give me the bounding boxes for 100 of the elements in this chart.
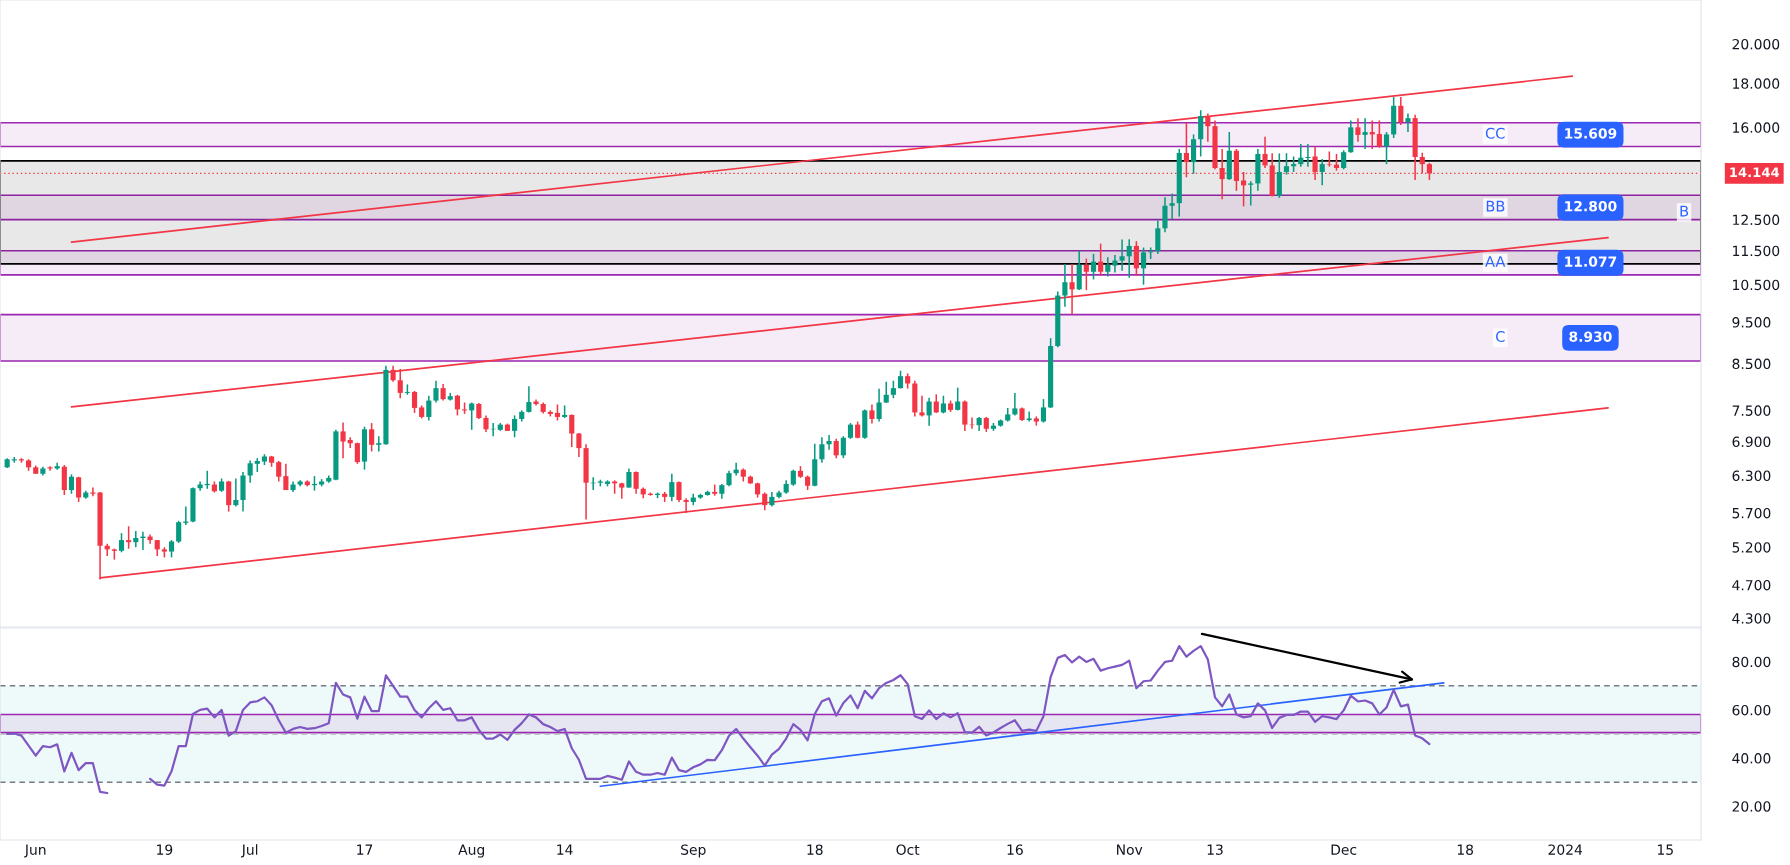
- candlestick: [433, 379, 439, 404]
- candlestick: [1083, 257, 1089, 291]
- candlestick: [1012, 392, 1018, 417]
- candlestick: [233, 477, 239, 508]
- y-tick-label: 60.00: [1732, 704, 1771, 716]
- candlestick: [1319, 158, 1325, 187]
- candlestick: [833, 438, 839, 459]
- x-tick-label: 17: [357, 844, 373, 855]
- y-tick-label: 4.700: [1732, 579, 1771, 591]
- y-tick-label: 5.200: [1732, 542, 1771, 553]
- candlestick: [61, 464, 67, 496]
- annotation: 15.609: [1565, 128, 1617, 139]
- y-tick-label: 40.00: [1732, 753, 1771, 764]
- candlestick: [454, 394, 460, 417]
- candlestick: [576, 432, 582, 458]
- candlestick: [426, 394, 432, 422]
- candlestick: [669, 472, 675, 503]
- candlestick: [469, 401, 475, 431]
- candlestick: [118, 532, 125, 554]
- candlestick: [1341, 149, 1347, 171]
- candlestick: [1205, 112, 1211, 143]
- candlestick: [1262, 136, 1268, 169]
- candlestick: [126, 525, 132, 550]
- y-tick-label: 4.300: [1732, 613, 1771, 624]
- candlestick: [1276, 152, 1282, 199]
- candlestick: [1098, 242, 1104, 277]
- candlestick: [1190, 133, 1197, 175]
- y-tick-label: 20.00: [1732, 801, 1771, 812]
- x-tick-label: 14: [557, 844, 573, 855]
- candlestick: [76, 475, 82, 503]
- annotation: 12.800: [1565, 200, 1617, 212]
- x-tick-label: Aug: [458, 844, 484, 858]
- y-tick-label: 9.500: [1732, 317, 1771, 328]
- band-label: C: [1496, 331, 1505, 343]
- candlestick: [1298, 143, 1304, 168]
- candlestick: [1383, 131, 1390, 165]
- y-tick-label: 5.700: [1732, 507, 1771, 519]
- band-label: B: [1680, 205, 1689, 217]
- candlestick: [1126, 238, 1132, 279]
- candlestick: [226, 480, 232, 513]
- candlestick: [919, 394, 925, 418]
- candlestick: [1405, 112, 1411, 133]
- annotation: 11.077: [1565, 256, 1617, 267]
- y-tick-label: 6.900: [1732, 436, 1771, 448]
- y-tick-label: 80.00: [1732, 656, 1771, 668]
- candlestick: [1069, 263, 1075, 316]
- candlestick: [1040, 398, 1047, 424]
- candlestick: [376, 435, 382, 453]
- candlestick: [633, 470, 639, 495]
- y-tick-label: 7.500: [1732, 405, 1771, 416]
- band-label: BB: [1486, 200, 1505, 212]
- candlestick: [526, 385, 532, 414]
- x-tick-label: 18: [1457, 844, 1474, 855]
- candlestick: [340, 421, 346, 459]
- candlestick: [1026, 410, 1032, 423]
- y-tick-label: 8.500: [1732, 358, 1771, 370]
- candlestick: [1162, 196, 1168, 234]
- candlestick: [840, 435, 846, 459]
- x-tick-label: 18: [807, 844, 823, 855]
- y-tick-label: 16.000: [1733, 122, 1780, 133]
- candlestick: [1376, 119, 1382, 149]
- y-tick-label: 20.000: [1732, 38, 1780, 50]
- candlestick: [1283, 152, 1290, 176]
- candlestick: [1090, 253, 1097, 281]
- y-tick-label: 10.500: [1733, 279, 1780, 291]
- candlestick: [876, 387, 882, 423]
- x-tick-label: Oct: [896, 844, 920, 855]
- candlestick: [68, 473, 75, 495]
- candlestick: [1140, 246, 1147, 286]
- x-tick-label: 2024: [1548, 844, 1583, 855]
- x-tick-label: Sep: [681, 844, 706, 858]
- y-tick-label: 18.000: [1733, 78, 1780, 89]
- candlestick: [512, 414, 518, 439]
- candlestick: [1362, 117, 1368, 150]
- y-tick-label: 6.300: [1732, 470, 1771, 482]
- candlestick: [176, 520, 182, 544]
- candlestick: [926, 396, 932, 427]
- x-tick-label: 19: [157, 844, 173, 855]
- candlestick: [819, 436, 825, 464]
- candlestick: [1305, 143, 1311, 168]
- x-tick-label: 15: [1657, 844, 1673, 855]
- candlestick: [1105, 256, 1111, 278]
- candlestick: [1119, 238, 1125, 272]
- x-tick-label: Jul: [241, 844, 258, 858]
- ref-line-label: 14.144: [1730, 167, 1780, 178]
- candlestick: [962, 399, 968, 432]
- candlestick: [369, 422, 375, 453]
- x-tick-label: 16: [1007, 844, 1023, 855]
- x-tick-label: Nov: [1117, 844, 1143, 855]
- candlestick: [1398, 96, 1404, 126]
- candlestick: [283, 463, 289, 491]
- candlestick: [683, 497, 689, 514]
- y-tick-label: 12.500: [1733, 214, 1780, 226]
- candlestick: [276, 460, 282, 483]
- x-tick-label: Jun: [24, 844, 46, 858]
- candlestick: [1248, 180, 1254, 207]
- y-tick-label: 11.500: [1733, 245, 1780, 257]
- candlestick: [247, 459, 253, 484]
- candlestick: [1169, 192, 1175, 220]
- candlestick: [1419, 151, 1425, 175]
